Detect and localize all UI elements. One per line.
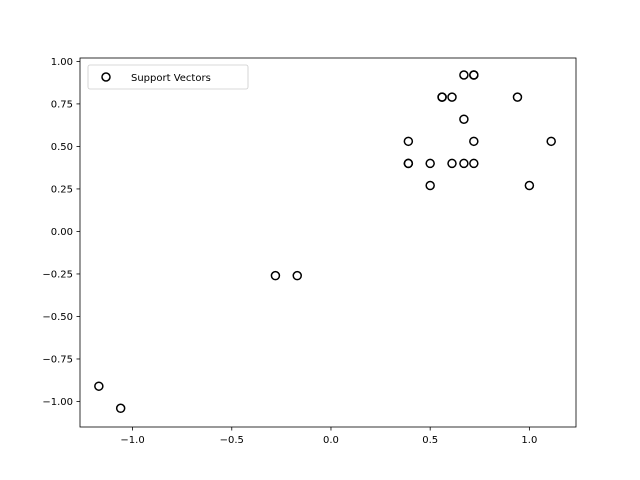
y-tick-label: 0.50 <box>51 142 73 153</box>
x-tick-label: 1.0 <box>521 435 537 446</box>
data-point <box>270 270 281 281</box>
y-tick-label: −0.75 <box>42 354 73 365</box>
y-tick-label: 0.75 <box>51 99 73 110</box>
data-point <box>459 70 469 80</box>
y-tick-label: −1.00 <box>42 397 73 408</box>
y-tick-label: 0.25 <box>51 184 73 195</box>
data-point <box>292 270 302 281</box>
data-point <box>437 92 447 102</box>
x-tick-label: −1.0 <box>120 435 144 446</box>
data-point <box>469 158 479 169</box>
y-tick-label: −0.50 <box>42 312 73 323</box>
plot-area <box>79 57 577 428</box>
x-tick-label: 0.0 <box>323 435 339 446</box>
plot-frame <box>79 57 577 428</box>
y-tick-label: 0.00 <box>51 227 73 238</box>
x-axis: −1.0 −0.5 0.0 0.5 1.0 <box>120 427 537 446</box>
data-point <box>403 136 414 147</box>
y-tick-label: −0.25 <box>42 269 73 280</box>
data-point <box>512 92 523 102</box>
data-point <box>94 381 104 391</box>
y-axis: −1.00 −0.75 −0.50 −0.25 0.00 0.25 0.50 0.75 1.00 <box>42 57 80 408</box>
x-tick-label: −0.5 <box>220 435 244 446</box>
data-point <box>524 180 535 191</box>
data-point <box>546 136 556 147</box>
legend-label-support-vectors: Support Vectors <box>131 73 211 84</box>
data-point <box>425 180 435 191</box>
data-point <box>403 158 414 169</box>
data-point <box>459 158 469 169</box>
data-point <box>469 136 479 147</box>
data-point <box>447 92 457 102</box>
legend: Support Vectors <box>87 64 249 90</box>
data-point <box>447 158 457 169</box>
data-point <box>115 403 126 414</box>
data-point <box>469 70 479 80</box>
data-point <box>459 114 469 124</box>
y-tick-label: 1.00 <box>51 57 73 68</box>
legend-marker-support-vectors <box>101 72 111 82</box>
x-tick-label: 0.5 <box>422 435 438 446</box>
data-point <box>425 158 435 169</box>
legend-box <box>87 64 249 90</box>
